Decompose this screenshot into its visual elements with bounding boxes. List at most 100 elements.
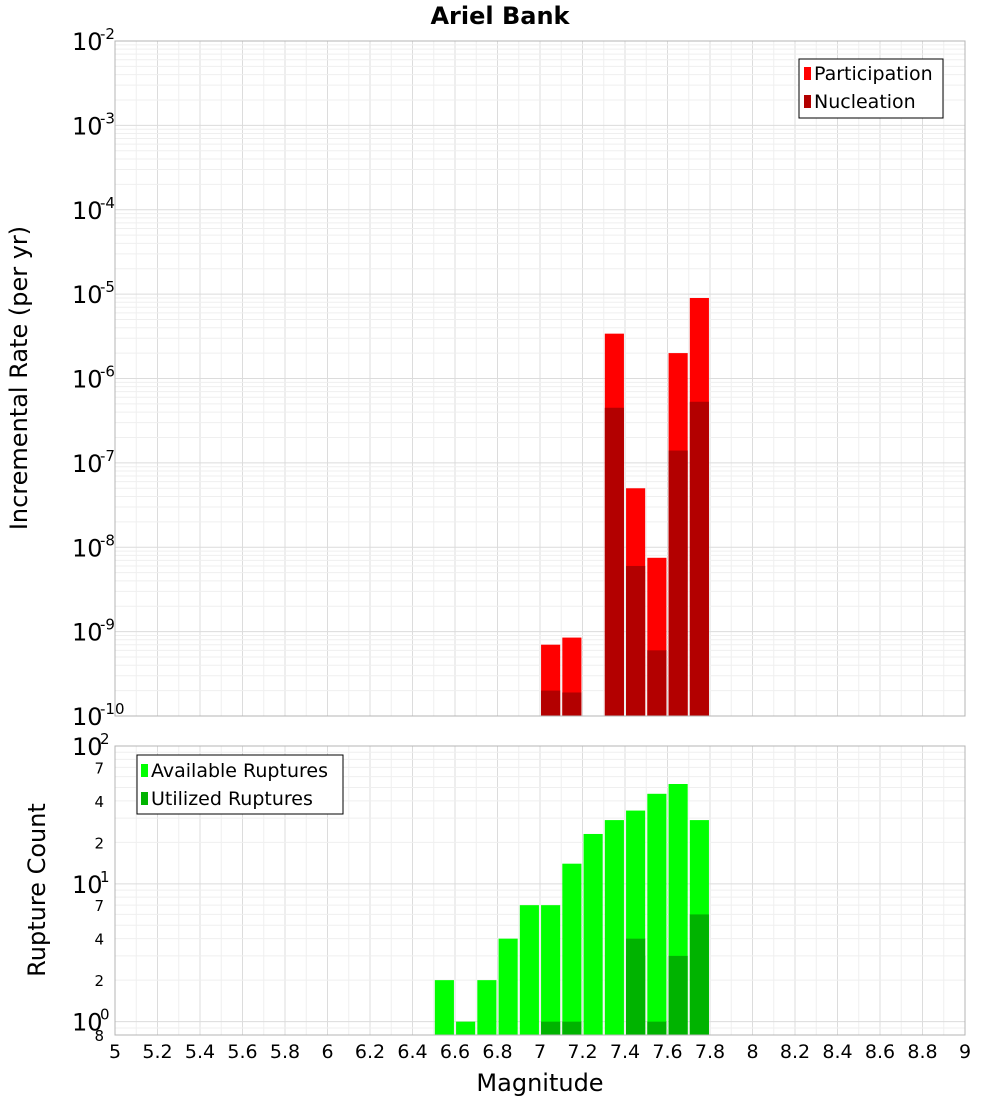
y-tick-label: 10 bbox=[72, 733, 103, 761]
x-tick-label: 5.2 bbox=[142, 1041, 172, 1063]
count-bar-utilized-ruptures bbox=[647, 1021, 667, 1035]
x-tick-label: 6.4 bbox=[397, 1041, 427, 1063]
chart-title: Ariel Bank bbox=[430, 2, 570, 30]
count-plot-frame bbox=[114, 745, 966, 1036]
rate-legend-box bbox=[798, 58, 944, 119]
y-minor-tick-label: 4 bbox=[94, 931, 104, 949]
x-tick-label: 8 bbox=[746, 1041, 758, 1063]
rate-legend: Participation Nucleation bbox=[798, 58, 944, 119]
count-bar-available-ruptures bbox=[604, 820, 624, 1035]
count-bar-utilized-ruptures bbox=[668, 955, 688, 1035]
y-tick-exponent: -7 bbox=[100, 447, 115, 465]
y-tick-exponent: 1 bbox=[100, 868, 110, 886]
x-tick-label: 9 bbox=[959, 1041, 971, 1063]
y-tick-label: 10 bbox=[72, 112, 103, 140]
y-tick-exponent: -10 bbox=[100, 700, 125, 718]
count-bar-available-ruptures bbox=[562, 863, 582, 1035]
y-minor-tick-label: 7 bbox=[94, 759, 104, 777]
rate-plot-frame bbox=[114, 40, 966, 717]
rate-bar-nucleation bbox=[626, 565, 646, 716]
rate-bar-nucleation bbox=[668, 450, 688, 716]
rate-bar-nucleation bbox=[604, 407, 624, 716]
count-legend: Available Ruptures Utilized Ruptures bbox=[136, 754, 344, 815]
y-tick-exponent: -4 bbox=[100, 194, 115, 212]
count-bar-available-ruptures bbox=[434, 980, 454, 1035]
x-tick-label: 5.8 bbox=[270, 1041, 300, 1063]
rate-bar-nucleation bbox=[647, 650, 667, 716]
rate-bar-nucleation bbox=[541, 690, 561, 716]
rate-grid bbox=[114, 40, 966, 717]
y-tick-label: 10 bbox=[72, 28, 103, 56]
count-bar-utilized-ruptures bbox=[626, 938, 646, 1035]
rate-bar-nucleation bbox=[562, 692, 582, 716]
y-tick-exponent: -5 bbox=[100, 278, 115, 296]
y-tick-exponent: -6 bbox=[100, 363, 115, 381]
y-tick-exponent: 0 bbox=[100, 1006, 110, 1024]
y-tick-label: 10 bbox=[72, 871, 103, 899]
x-tick-label: 8.8 bbox=[907, 1041, 937, 1063]
legend-swatch-utilized bbox=[141, 792, 148, 805]
count-legend-box bbox=[136, 754, 344, 815]
y-tick-exponent: -8 bbox=[100, 531, 115, 549]
x-axis-label: Magnitude bbox=[476, 1069, 603, 1097]
magnitude-x-ticks: 5 5.2 5.4 5.6 5.8 6 6.2 6.4 6.6 6.8 7 7.2 7.4 7.6 7.8 8… bbox=[109, 1041, 971, 1063]
y-minor-tick-label: 7 bbox=[94, 897, 104, 915]
count-bar-available-ruptures bbox=[647, 793, 667, 1035]
legend-label-utilized: Utilized Ruptures bbox=[151, 788, 313, 810]
y-tick-exponent: -2 bbox=[100, 25, 115, 43]
count-bar-available-ruptures bbox=[583, 833, 603, 1035]
y-tick-label: 10 bbox=[72, 1009, 103, 1037]
x-tick-label: 7.6 bbox=[652, 1041, 682, 1063]
y-tick-label: 10 bbox=[72, 534, 103, 562]
y-tick-exponent: -3 bbox=[100, 109, 115, 127]
rate-bar-nucleation bbox=[689, 401, 709, 716]
count-bar-utilized-ruptures bbox=[562, 1021, 582, 1035]
x-tick-label: 6.8 bbox=[482, 1041, 512, 1063]
legend-swatch-available bbox=[141, 764, 148, 777]
x-tick-label: 7.2 bbox=[567, 1041, 597, 1063]
x-tick-label: 8.6 bbox=[865, 1041, 895, 1063]
legend-swatch-nucleation bbox=[804, 95, 811, 108]
y-tick-exponent: -9 bbox=[100, 616, 115, 634]
count-bar-utilized-ruptures bbox=[689, 914, 709, 1035]
x-tick-label: 6.6 bbox=[440, 1041, 470, 1063]
legend-label-participation: Participation bbox=[814, 63, 933, 85]
x-tick-label: 8.2 bbox=[780, 1041, 810, 1063]
y-tick-label: 10 bbox=[72, 197, 103, 225]
x-tick-label: 5.4 bbox=[185, 1041, 215, 1063]
x-tick-label: 5 bbox=[109, 1041, 121, 1063]
count-bar-utilized-ruptures bbox=[541, 1021, 561, 1035]
y-tick-exponent: 2 bbox=[100, 730, 110, 748]
y-minor-tick-label: 8 bbox=[94, 1027, 104, 1045]
count-bars bbox=[434, 784, 709, 1035]
legend-label-nucleation: Nucleation bbox=[814, 91, 916, 113]
y-minor-tick-label: 4 bbox=[94, 793, 104, 811]
legend-swatch-participation bbox=[804, 67, 811, 80]
x-tick-label: 7.8 bbox=[695, 1041, 725, 1063]
legend-label-available: Available Ruptures bbox=[151, 760, 328, 782]
y-tick-label: 10 bbox=[72, 619, 103, 647]
y-tick-label: 10 bbox=[72, 366, 103, 394]
count-bar-available-ruptures bbox=[498, 938, 518, 1035]
y-tick-label: 10 bbox=[72, 281, 103, 309]
rate-y-axis-label: Incremental Rate (per yr) bbox=[5, 226, 33, 530]
count-bar-available-ruptures bbox=[519, 905, 539, 1035]
x-tick-label: 7.4 bbox=[610, 1041, 640, 1063]
y-minor-tick-label: 2 bbox=[94, 972, 104, 990]
x-tick-label: 6.2 bbox=[355, 1041, 385, 1063]
count-bar-available-ruptures bbox=[541, 905, 561, 1035]
x-tick-label: 6 bbox=[321, 1041, 333, 1063]
count-y-axis-label: Rupture Count bbox=[23, 803, 51, 977]
count-bar-available-ruptures bbox=[456, 1021, 476, 1035]
x-tick-label: 5.6 bbox=[227, 1041, 257, 1063]
y-tick-label: 10 bbox=[72, 703, 103, 731]
y-minor-tick-label: 2 bbox=[94, 834, 104, 852]
count-bar-available-ruptures bbox=[477, 980, 497, 1035]
x-tick-label: 7 bbox=[534, 1041, 546, 1063]
y-tick-label: 10 bbox=[72, 450, 103, 478]
